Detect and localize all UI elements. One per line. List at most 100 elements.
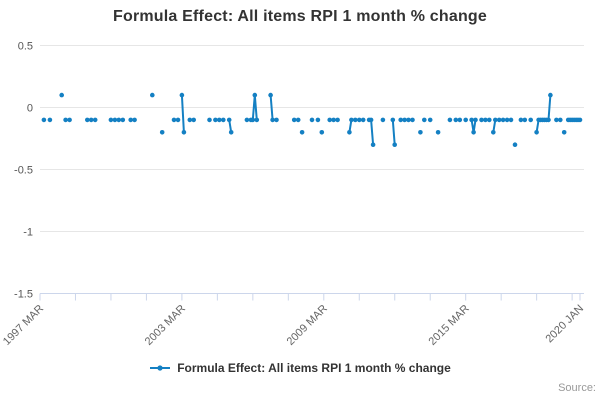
data-point[interactable] <box>504 117 510 123</box>
data-point[interactable] <box>418 130 423 135</box>
data-point[interactable] <box>558 117 563 123</box>
data-point[interactable] <box>473 117 478 123</box>
data-point[interactable] <box>347 130 352 135</box>
data-point[interactable] <box>398 117 404 123</box>
data-point[interactable] <box>427 117 433 123</box>
data-point[interactable] <box>59 92 64 98</box>
data-point[interactable] <box>274 117 279 123</box>
data-point[interactable] <box>370 142 376 147</box>
source-label: Source: <box>558 382 596 394</box>
data-point[interactable] <box>518 117 524 123</box>
data-point[interactable] <box>402 117 407 123</box>
data-point[interactable] <box>453 117 459 123</box>
data-point[interactable] <box>528 117 533 123</box>
data-point[interactable] <box>463 117 469 123</box>
data-point[interactable] <box>171 117 177 123</box>
data-point[interactable] <box>457 117 463 123</box>
data-point[interactable] <box>368 117 374 123</box>
data-point[interactable] <box>491 130 496 135</box>
data-point[interactable] <box>132 117 137 123</box>
data-point[interactable] <box>217 117 222 123</box>
data-point[interactable] <box>181 130 187 135</box>
data-point[interactable] <box>487 117 492 123</box>
data-point[interactable] <box>483 117 488 123</box>
data-point[interactable] <box>254 117 260 123</box>
data-point[interactable] <box>150 92 155 98</box>
data-point[interactable] <box>353 117 358 123</box>
data-point[interactable] <box>422 117 427 123</box>
data-point[interactable] <box>500 117 506 123</box>
data-point[interactable] <box>268 92 273 98</box>
data-point[interactable] <box>380 117 386 123</box>
data-point[interactable] <box>92 117 98 123</box>
data-point[interactable] <box>187 117 193 123</box>
data-point[interactable] <box>327 117 333 123</box>
data-point[interactable] <box>493 117 498 123</box>
data-point[interactable] <box>41 117 47 123</box>
data-point[interactable] <box>112 117 118 123</box>
data-point[interactable] <box>335 117 340 123</box>
data-point[interactable] <box>315 117 321 123</box>
data-point[interactable] <box>63 117 68 123</box>
legend-line-marker-icon <box>150 365 171 371</box>
data-point[interactable] <box>390 117 396 123</box>
data-point[interactable] <box>252 92 258 98</box>
data-point[interactable] <box>116 117 122 123</box>
data-point[interactable] <box>331 117 336 123</box>
data-point[interactable] <box>309 117 315 123</box>
x-axis-tick-label: 1997 MAR <box>1 303 46 348</box>
data-point[interactable] <box>410 117 415 123</box>
data-point[interactable] <box>392 142 398 147</box>
data-point[interactable] <box>357 117 362 123</box>
data-point[interactable] <box>577 117 583 123</box>
data-point[interactable] <box>534 130 539 135</box>
data-point[interactable] <box>554 117 559 123</box>
data-point[interactable] <box>299 130 305 135</box>
data-point[interactable] <box>228 130 234 135</box>
data-point[interactable] <box>128 117 133 123</box>
x-axis-tick-label: 2015 MAR <box>427 303 472 348</box>
data-point[interactable] <box>546 117 551 123</box>
data-point[interactable] <box>120 117 126 123</box>
y-axis-tick-label: -0.5 <box>14 165 33 177</box>
data-point[interactable] <box>349 117 354 123</box>
data-point[interactable] <box>191 117 196 123</box>
data-point[interactable] <box>250 117 256 123</box>
data-point[interactable] <box>179 92 185 98</box>
data-point[interactable] <box>435 130 441 135</box>
data-point[interactable] <box>508 117 514 123</box>
data-point[interactable] <box>67 117 72 123</box>
data-point[interactable] <box>479 117 484 123</box>
y-axis-tick-label: 0.5 <box>18 41 33 53</box>
data-point[interactable] <box>213 117 218 123</box>
data-point[interactable] <box>406 117 411 123</box>
legend-item[interactable]: Formula Effect: All items RPI 1 month % … <box>0 361 600 375</box>
data-point[interactable] <box>471 130 476 135</box>
data-point[interactable] <box>221 117 226 123</box>
data-point[interactable] <box>447 117 453 123</box>
x-axis-tick-label: 2020 JAN <box>543 303 586 346</box>
data-point[interactable] <box>88 117 94 123</box>
data-point[interactable] <box>469 117 474 123</box>
data-point[interactable] <box>548 92 553 98</box>
data-point[interactable] <box>244 117 250 123</box>
data-point[interactable] <box>295 117 301 123</box>
data-point[interactable] <box>561 130 567 135</box>
data-point[interactable] <box>360 117 366 123</box>
data-point[interactable] <box>108 117 114 123</box>
x-axis-tick-label: 2003 MAR <box>143 303 188 348</box>
data-point[interactable] <box>47 117 53 123</box>
data-point[interactable] <box>85 117 90 123</box>
data-point[interactable] <box>270 117 275 123</box>
data-point[interactable] <box>319 130 325 135</box>
data-point[interactable] <box>522 117 528 123</box>
data-point[interactable] <box>291 117 297 123</box>
y-axis-tick-label: -1.5 <box>14 289 33 301</box>
data-point[interactable] <box>512 142 518 147</box>
data-point[interactable] <box>175 117 181 123</box>
data-point[interactable] <box>496 117 502 123</box>
data-point[interactable] <box>207 117 212 123</box>
data-point[interactable] <box>159 130 165 135</box>
data-point[interactable] <box>226 117 232 123</box>
